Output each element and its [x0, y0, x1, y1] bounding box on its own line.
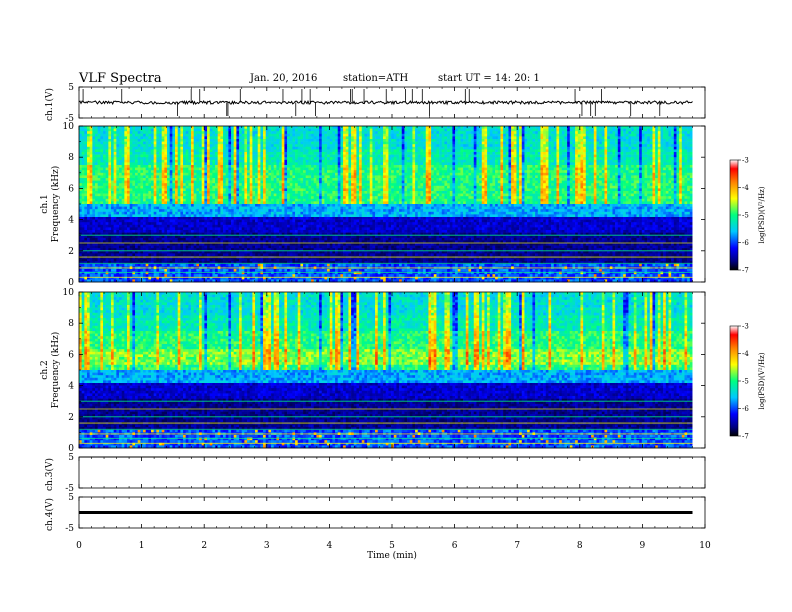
ch3-waveform-panel: 5 -5 ch.3(V): [44, 453, 706, 494]
colorbar-tick-label: -5: [742, 212, 749, 220]
ch1-spectrogram-panel: 0 2 4 6 8 10 ch.1 Frequency (kHz): [40, 122, 706, 288]
x-tick-label: 4: [327, 541, 333, 551]
ch1-colorbar: -3 -4 -5 -6 -7 log(PSD)(V²/Hz): [729, 157, 766, 275]
x-tick-label: 3: [264, 541, 270, 551]
colorbar-tick-label: -4: [742, 350, 749, 358]
x-tick-label: 10: [699, 541, 711, 551]
colorbar-gradient: [729, 159, 739, 271]
ch1-waveform-panel: 5 -5 ch.1(V): [44, 83, 706, 124]
time-axis: 0 1 2 3 4 5 6 7 8 9 10 Time (min): [76, 541, 711, 561]
y-axis-label: Frequency (kHz): [50, 332, 61, 409]
figure-title: VLF Spectra: [79, 71, 162, 86]
x-tick-label: 2: [201, 541, 207, 551]
y-axis-label: ch.3(V): [44, 458, 55, 491]
colorbar-tick-label: -5: [742, 378, 749, 386]
y-tick-label: 0: [68, 444, 74, 454]
x-tick-label: 5: [389, 541, 395, 551]
y-tick-label: 4: [68, 382, 74, 392]
colorbar-tick-label: -7: [742, 267, 749, 275]
y-tick-label: -5: [65, 114, 74, 124]
x-tick-label: 6: [452, 541, 458, 551]
x-tick-label: 8: [577, 541, 583, 551]
start-time-label: start UT = 14: 20: 1: [438, 73, 540, 84]
colorbar-label: log(PSD)(V²/Hz): [758, 352, 766, 409]
y-tick-label: 2: [68, 413, 74, 423]
ch4-waveform-panel: 5 -5 ch.4(V): [44, 493, 706, 534]
y-tick-label: 10: [63, 288, 75, 298]
y-tick-label: 8: [68, 153, 74, 163]
y-tick-label: 5: [68, 493, 74, 503]
y-tick-label: 4: [68, 216, 74, 226]
y-tick-label: -5: [65, 524, 74, 534]
colorbar-gradient: [729, 325, 739, 437]
y-tick-label: 5: [68, 453, 74, 463]
y-tick-label: 5: [68, 83, 74, 93]
colorbar-tick-label: -7: [742, 433, 749, 441]
y-tick-label: 0: [68, 278, 74, 288]
colorbar-tick-label: -6: [742, 239, 749, 247]
waveform-trace: [78, 99, 693, 106]
y-axis-label: ch.4(V): [44, 498, 55, 531]
colorbar-tick-label: -6: [742, 405, 749, 413]
x-axis-label: Time (min): [367, 550, 417, 561]
y-axis-label: Frequency (kHz): [50, 166, 61, 243]
x-tick-label: 9: [640, 541, 646, 551]
x-tick-label: 0: [76, 541, 82, 551]
x-tick-label: 1: [139, 541, 145, 551]
channel-label: ch.1: [40, 194, 50, 213]
y-tick-label: 2: [68, 247, 74, 257]
plot-frame: [78, 456, 706, 489]
y-tick-label: 6: [68, 184, 74, 194]
y-tick-label: 10: [63, 122, 75, 132]
colorbar-label: log(PSD)(V²/Hz): [758, 186, 766, 243]
spectrogram-heatmap: [79, 292, 693, 449]
date-label: Jan. 20, 2016: [250, 73, 317, 84]
y-axis-label: ch.1(V): [44, 88, 55, 121]
y-tick-label: 6: [68, 350, 74, 360]
colorbar-tick-label: -4: [742, 184, 749, 192]
colorbar-tick-label: -3: [742, 323, 749, 331]
x-tick-label: 7: [514, 541, 520, 551]
colorbar-tick-label: -3: [742, 157, 749, 165]
y-tick-label: 8: [68, 319, 74, 329]
ch2-spectrogram-panel: 0 2 4 6 8 10 ch.2 Frequency (kHz): [40, 288, 706, 454]
channel-label: ch.2: [40, 360, 50, 379]
y-tick-label: -5: [65, 484, 74, 494]
station-label: station=ATH: [343, 73, 408, 84]
spectrogram-heatmap: [79, 126, 693, 283]
ch2-colorbar: -3 -4 -5 -6 -7 log(PSD)(V²/Hz): [729, 323, 766, 441]
